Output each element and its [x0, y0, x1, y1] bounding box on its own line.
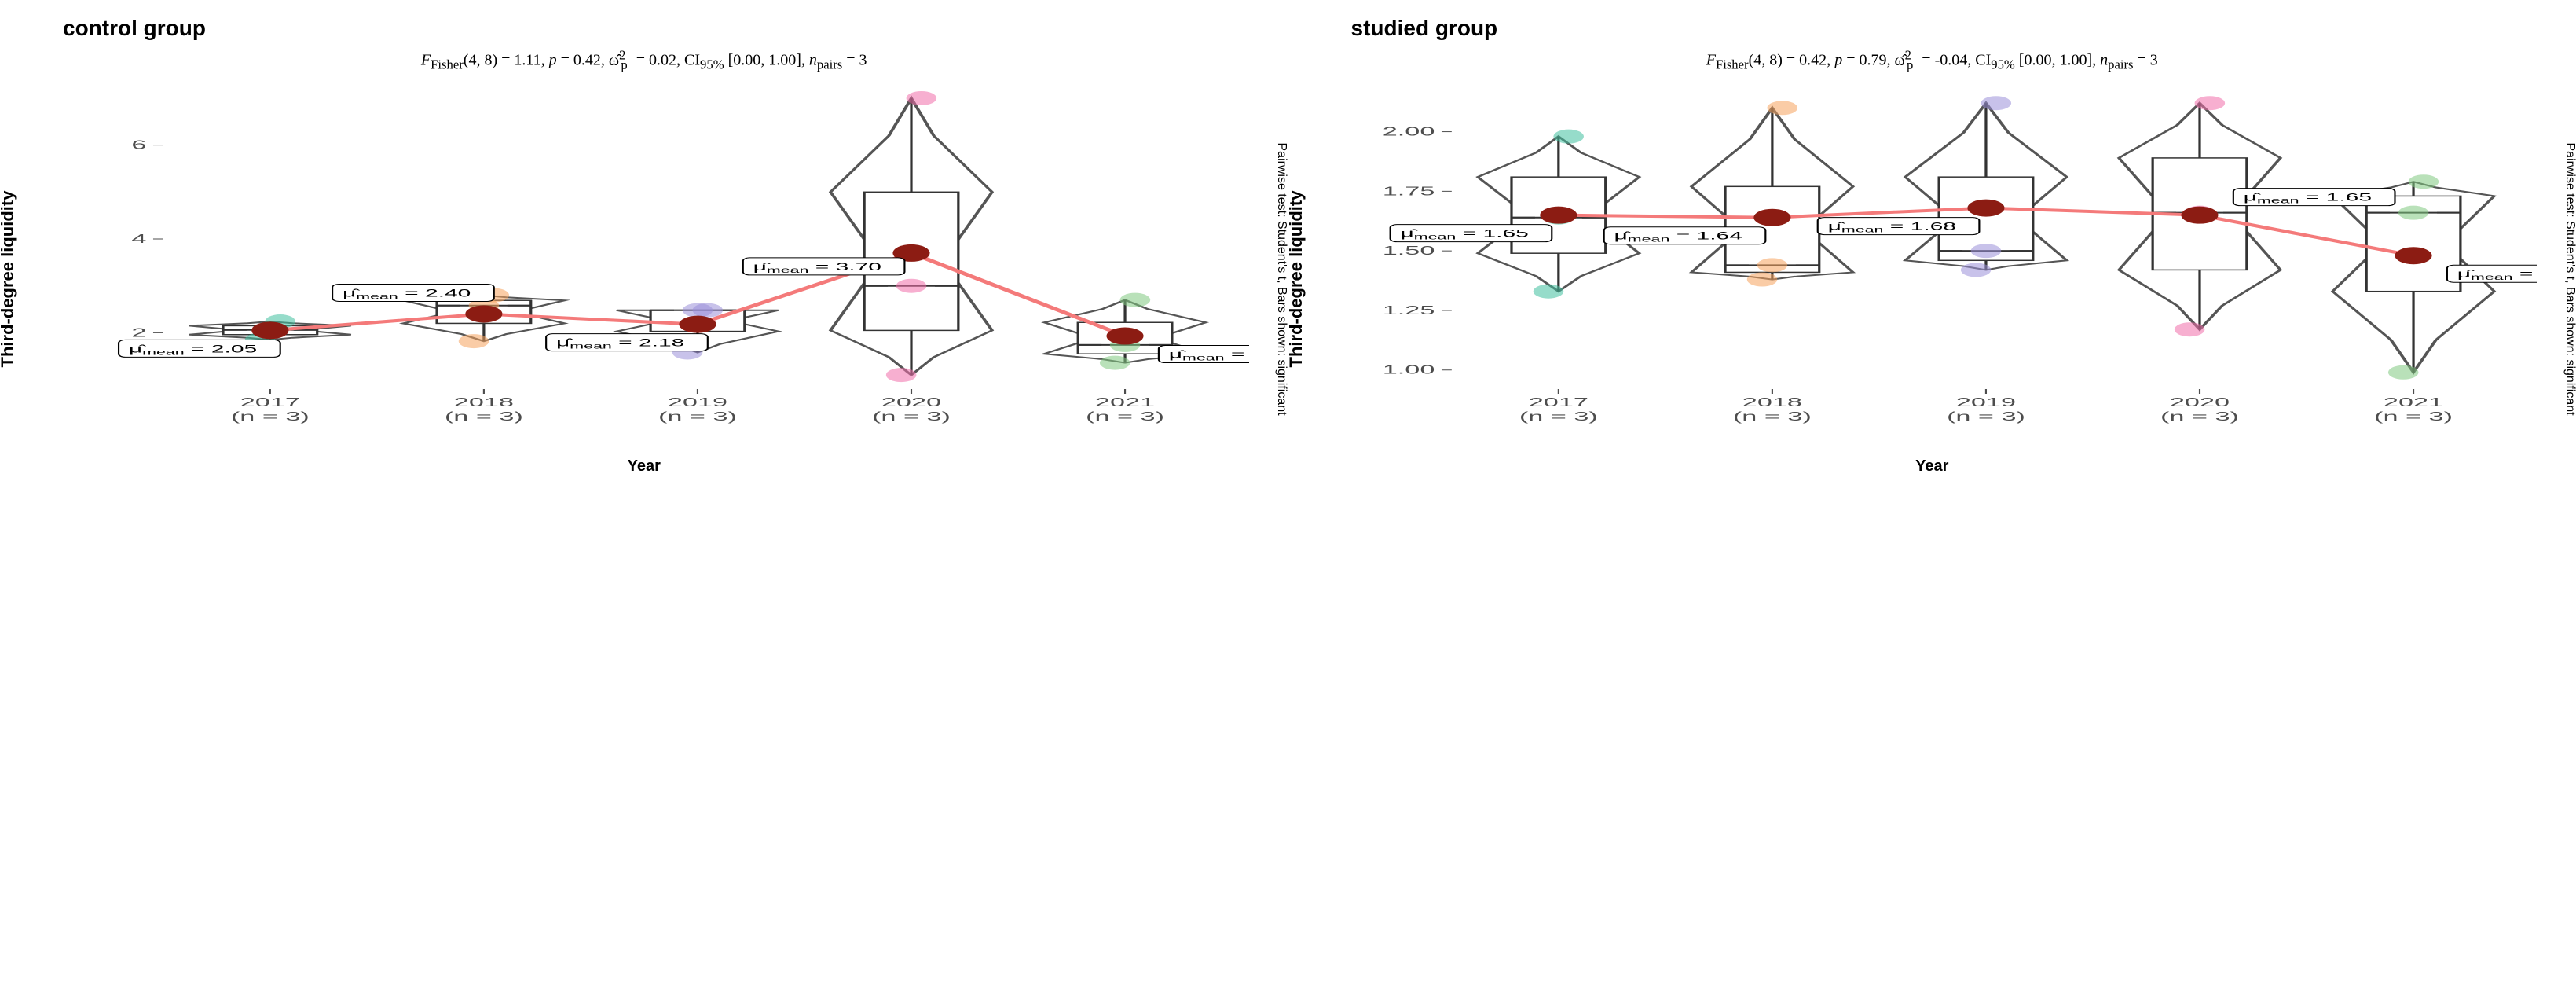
svg-text:2: 2: [131, 325, 146, 340]
svg-text:(n = 3): (n = 3): [872, 409, 951, 423]
svg-text:4: 4: [131, 231, 146, 245]
svg-text:2021: 2021: [1095, 395, 1155, 409]
svg-text:1.25: 1.25: [1382, 303, 1435, 317]
svg-text:(n = 3): (n = 3): [658, 409, 737, 423]
svg-text:(n = 3): (n = 3): [1732, 409, 1811, 423]
panel-title-studied: studied group: [1351, 16, 2561, 41]
plot-area-studied: 1.001.251.501.752.00μ̂mean = 1.65μ̂mean …: [1359, 83, 2538, 428]
panels-row: control group FFisher(4, 8) = 1.11, p = …: [16, 16, 2560, 476]
right-strip-label-studied: Pairwise test: Student's t, Bars shown: …: [2563, 142, 2576, 415]
svg-text:(n = 3): (n = 3): [2374, 409, 2453, 423]
svg-text:(n = 3): (n = 3): [445, 409, 523, 423]
svg-text:2020: 2020: [881, 395, 941, 409]
panel-subtitle-studied: FFisher(4, 8) = 0.42, p = 0.79, ω̂2p = -…: [1304, 47, 2561, 73]
svg-text:(n = 3): (n = 3): [1086, 409, 1164, 423]
svg-text:2017: 2017: [1528, 395, 1588, 409]
svg-text:2021: 2021: [2383, 395, 2442, 409]
svg-text:2018: 2018: [454, 395, 514, 409]
plot-wrap-studied: Third-degree liquidity Pairwise test: St…: [1304, 83, 2561, 476]
chart-svg-studied: 1.001.251.501.752.00μ̂mean = 1.65μ̂mean …: [1359, 83, 2538, 428]
svg-text:2019: 2019: [1955, 395, 2015, 409]
panel-studied: studied group FFisher(4, 8) = 0.42, p = …: [1304, 16, 2561, 476]
svg-text:2020: 2020: [2169, 395, 2229, 409]
y-axis-label-studied: Third-degree liquidity: [1286, 190, 1306, 367]
svg-text:(n = 3): (n = 3): [1946, 409, 2025, 423]
svg-text:1.00: 1.00: [1382, 362, 1435, 376]
svg-text:2.00: 2.00: [1382, 124, 1435, 138]
svg-text:1.50: 1.50: [1382, 243, 1435, 257]
chart-svg-control: 246μ̂mean = 2.05μ̂mean = 2.40μ̂mean = 2.…: [71, 83, 1249, 428]
plot-wrap-control: Third-degree liquidity Pairwise test: St…: [16, 83, 1273, 476]
panel-title-control: control group: [63, 16, 1273, 41]
y-axis-label-control: Third-degree liquidity: [0, 190, 18, 367]
plot-area-control: 246μ̂mean = 2.05μ̂mean = 2.40μ̂mean = 2.…: [71, 83, 1249, 428]
svg-text:(n = 3): (n = 3): [1519, 409, 1597, 423]
panel-control: control group FFisher(4, 8) = 1.11, p = …: [16, 16, 1273, 476]
svg-text:1.75: 1.75: [1382, 184, 1435, 198]
x-axis-label-studied: Year: [1304, 457, 2561, 476]
svg-text:2018: 2018: [1742, 395, 1801, 409]
svg-text:2017: 2017: [240, 395, 300, 409]
svg-text:(n = 3): (n = 3): [231, 409, 310, 423]
x-axis-label-control: Year: [16, 457, 1273, 476]
panel-subtitle-control: FFisher(4, 8) = 1.11, p = 0.42, ω̂2p = 0…: [16, 47, 1273, 73]
svg-text:(n = 3): (n = 3): [2160, 409, 2239, 423]
svg-text:6: 6: [131, 138, 146, 152]
svg-text:2019: 2019: [668, 395, 727, 409]
